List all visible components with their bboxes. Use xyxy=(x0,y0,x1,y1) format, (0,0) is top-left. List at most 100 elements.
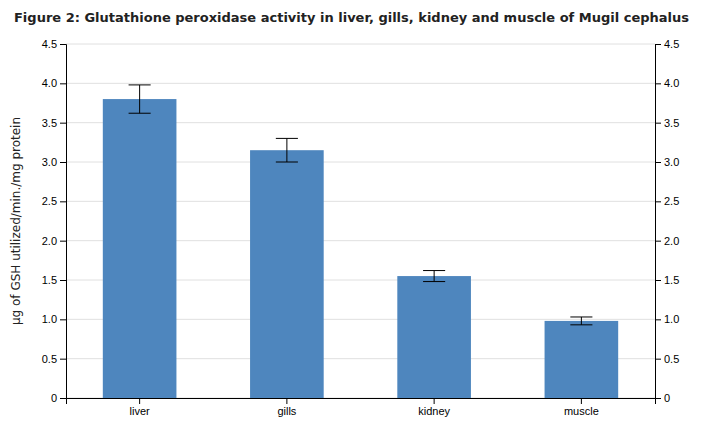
y2-axis: 0 0.5 1.0 1.5 2.0 2.5 3.0 3.5 4.0 4.5 xyxy=(655,38,679,404)
x-tick: muscle xyxy=(564,398,599,417)
y2-tick: 0 xyxy=(655,392,670,404)
y-tick-mark xyxy=(60,359,66,360)
error-cap xyxy=(276,162,298,163)
x-tick-label: muscle xyxy=(564,405,599,417)
y-tick: 4.5 xyxy=(42,38,66,50)
error-bar xyxy=(570,317,592,325)
y-tick-label: 3.0 xyxy=(42,156,57,168)
x-tick: gills xyxy=(277,398,296,417)
y-tick: 2.5 xyxy=(42,195,66,207)
y-tick: 0 xyxy=(51,392,66,404)
x-tick-mark xyxy=(286,398,287,404)
y-tick: 3.0 xyxy=(42,156,66,168)
y2-axis-line xyxy=(656,45,662,399)
chart: Figure 2: Glutathione peroxidase activit… xyxy=(0,0,703,434)
grid-line xyxy=(66,44,655,45)
grid-line xyxy=(66,83,655,84)
x-axis-line xyxy=(67,399,656,405)
y-tick-label: 4.0 xyxy=(42,77,57,89)
grid xyxy=(66,44,655,398)
y-tick-label: 0 xyxy=(51,392,57,404)
y-tick-label: 2.5 xyxy=(42,195,57,207)
error-cap xyxy=(423,281,445,282)
error-stem xyxy=(139,85,140,113)
y2-tick: 4.5 xyxy=(655,38,679,50)
y-tick-mark xyxy=(60,123,66,124)
y-tick-label: 1.5 xyxy=(42,274,57,286)
x-tick-mark xyxy=(139,398,140,404)
y-tick: 0.5 xyxy=(42,353,66,365)
y-tick: 2.0 xyxy=(42,235,66,247)
x-tick: liver xyxy=(130,398,151,417)
y-axis-title: µg of GSH utilized/min./mg protein xyxy=(9,117,23,325)
error-bar xyxy=(423,271,445,282)
y2-tick-mark xyxy=(655,83,661,84)
x-tick-label: gills xyxy=(277,405,296,417)
x-tick-mark xyxy=(581,398,582,404)
error-cap xyxy=(129,113,151,114)
y2-tick-label: 4.0 xyxy=(664,77,679,89)
y-tick-mark xyxy=(60,44,66,45)
y-tick-mark xyxy=(60,162,66,163)
error-bar xyxy=(129,85,151,113)
marks xyxy=(103,85,618,398)
y2-tick: 1.0 xyxy=(655,313,679,325)
error-cap xyxy=(570,316,592,317)
y2-tick-mark xyxy=(655,398,661,399)
y-tick-mark xyxy=(60,83,66,84)
y-tick-mark xyxy=(60,201,66,202)
y-tick-mark xyxy=(60,319,66,320)
y-tick-label: 3.5 xyxy=(42,117,57,129)
error-cap xyxy=(129,84,151,85)
y2-tick-label: 0 xyxy=(664,392,670,404)
y2-tick-label: 1.5 xyxy=(664,274,679,286)
y2-tick-label: 2.5 xyxy=(664,195,679,207)
y2-tick-mark xyxy=(655,201,661,202)
bar xyxy=(103,99,177,398)
error-cap xyxy=(276,138,298,139)
y2-tick: 3.0 xyxy=(655,156,679,168)
y2-tick-label: 3.5 xyxy=(664,117,679,129)
error-cap xyxy=(570,324,592,325)
y2-tick-mark xyxy=(655,280,661,281)
bar xyxy=(545,321,619,398)
y2-tick-mark xyxy=(655,123,661,124)
x-tick-mark xyxy=(434,398,435,404)
y-tick: 4.0 xyxy=(42,77,66,89)
y-axis: 00.51.01.52.02.53.03.54.04.5 xyxy=(42,38,67,404)
y-tick-mark xyxy=(60,398,66,399)
y-tick-label: 0.5 xyxy=(42,353,57,365)
y2-tick: 3.5 xyxy=(655,117,679,129)
y2-tick-mark xyxy=(655,359,661,360)
y2-tick-mark xyxy=(655,319,661,320)
y-tick-label: 4.5 xyxy=(42,38,57,50)
y2-tick-label: 4.5 xyxy=(664,38,679,50)
title: Figure 2: Glutathione peroxidase activit… xyxy=(14,10,689,25)
y-tick-mark xyxy=(60,241,66,242)
plot: liver gills kidney muscle 0 0.5 1.0 1.5 2.0 2.5 3.… xyxy=(9,38,679,417)
x-axis: liver gills kidney muscle xyxy=(67,398,656,417)
y2-tick-mark xyxy=(655,241,661,242)
y2-tick-label: 2.0 xyxy=(664,235,679,247)
y-axis-line xyxy=(60,45,67,399)
y2-tick: 4.0 xyxy=(655,77,679,89)
bar xyxy=(250,150,324,398)
y-tick-label: 2.0 xyxy=(42,235,57,247)
error-cap xyxy=(423,270,445,271)
x-tick: kidney xyxy=(418,398,450,417)
y2-tick: 1.5 xyxy=(655,274,679,286)
x-tick-label: liver xyxy=(130,405,151,417)
y-tick-mark xyxy=(60,280,66,281)
x-tick-label: kidney xyxy=(418,405,450,417)
y-tick: 3.5 xyxy=(42,117,66,129)
y2-tick-label: 0.5 xyxy=(664,353,679,365)
y2-tick-mark xyxy=(655,44,661,45)
error-stem xyxy=(434,271,435,282)
y2-tick: 2.5 xyxy=(655,195,679,207)
y2-tick: 0.5 xyxy=(655,353,679,365)
bar xyxy=(397,276,471,398)
y2-tick-label: 3.0 xyxy=(664,156,679,168)
y2-tick: 2.0 xyxy=(655,235,679,247)
y2-tick-mark xyxy=(655,162,661,163)
error-stem xyxy=(581,317,582,325)
